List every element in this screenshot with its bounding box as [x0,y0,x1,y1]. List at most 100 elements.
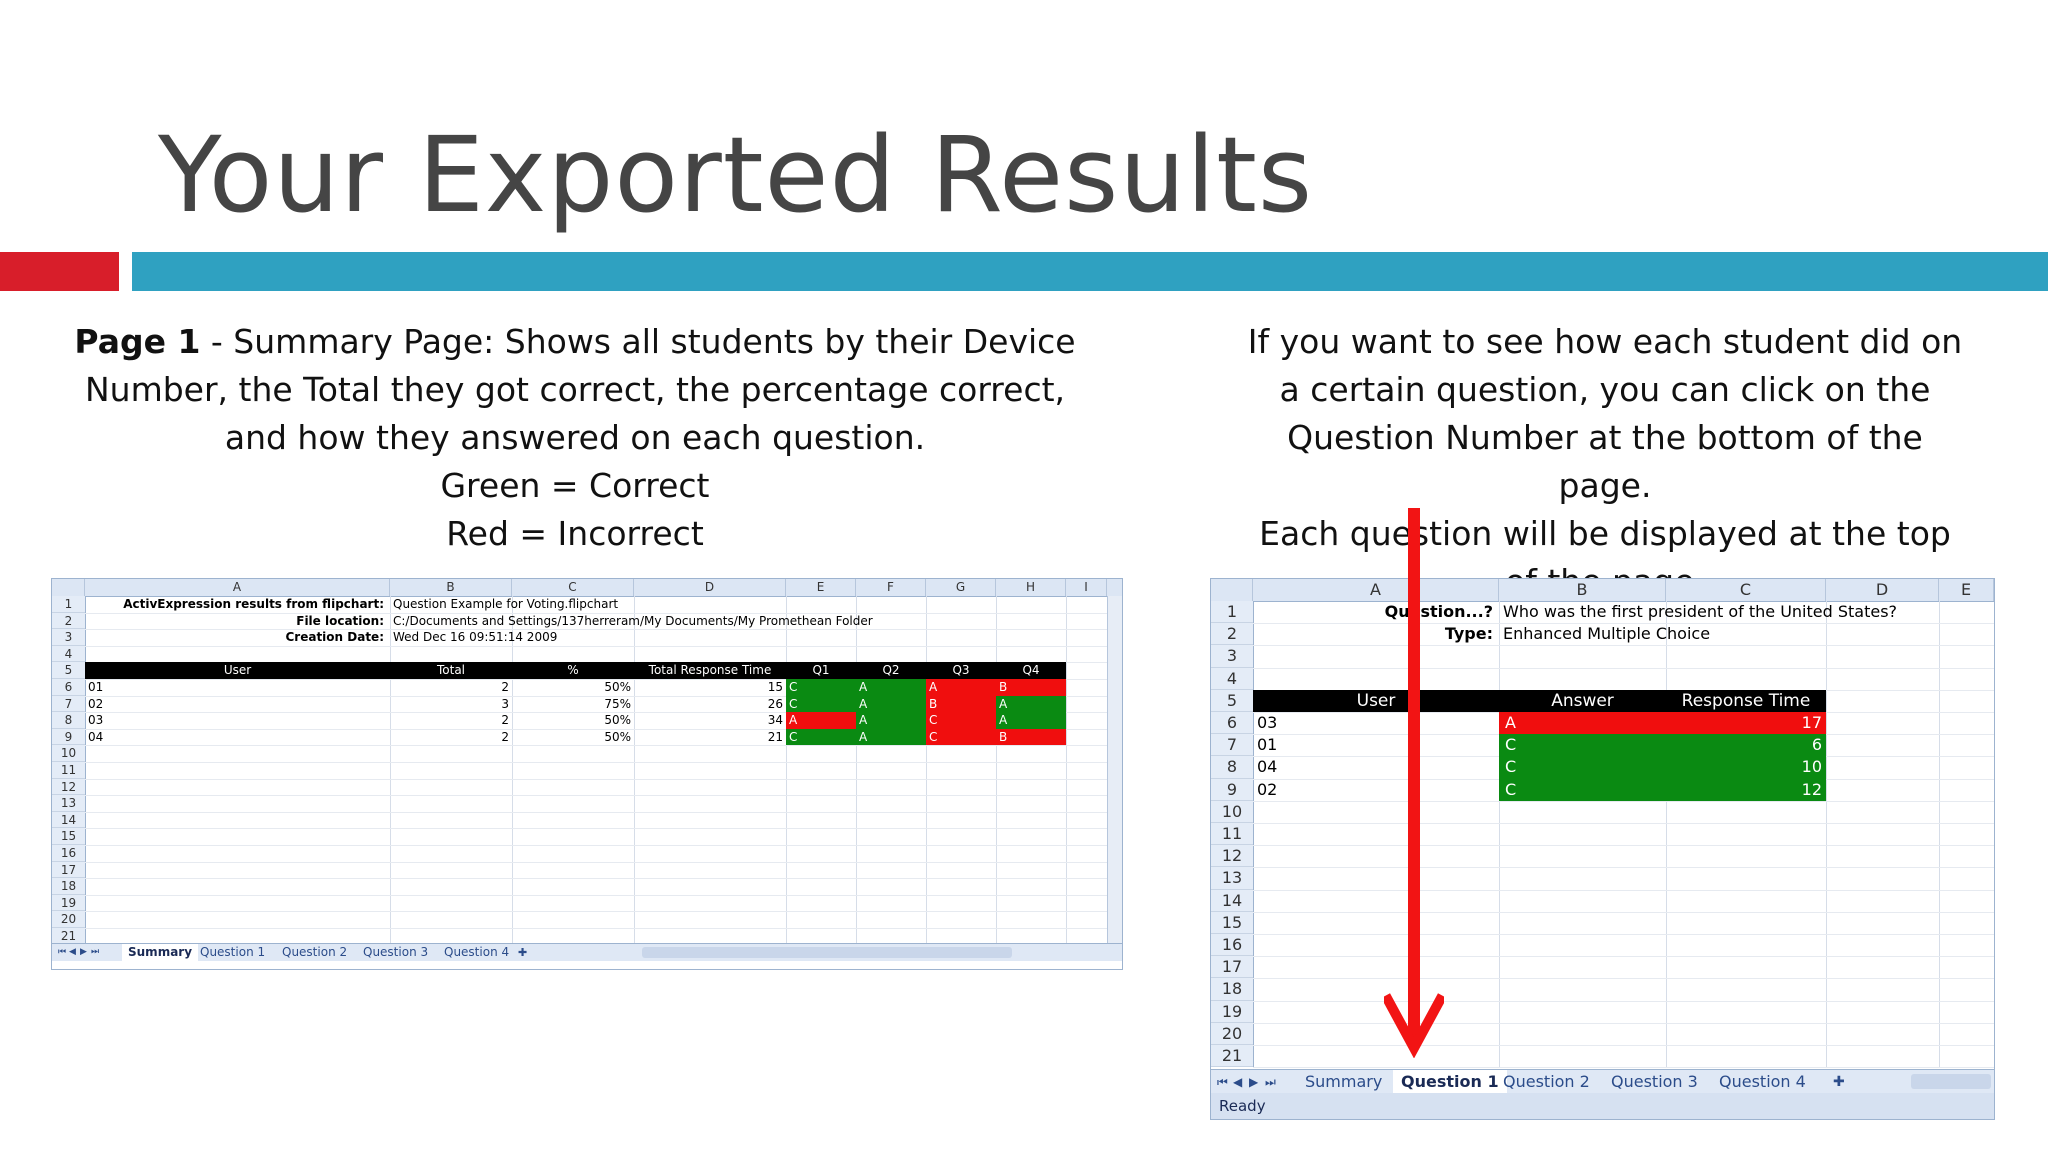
sheet-tab-question-3[interactable]: Question 3 [363,945,429,959]
column-header-b[interactable]: B [390,579,512,596]
value-cell[interactable]: 34 [767,713,783,728]
tab-nav-button-icon[interactable]: ⏭ [91,947,100,957]
value-cell[interactable]: 50% [604,729,631,744]
answer-cell[interactable]: A [856,679,926,696]
row-header-3[interactable]: 3 [52,629,85,646]
answer-cell[interactable]: B [996,679,1066,696]
column-header-e[interactable]: E [1939,579,1994,601]
row-header-5[interactable]: 5 [52,662,85,679]
value-cell[interactable]: 2 [501,713,509,728]
insert-sheet-icon[interactable]: ✚ [518,946,528,959]
response-time-cell[interactable]: 10 [1666,756,1826,779]
sheet-tab-question-1[interactable]: Question 1 [1393,1070,1507,1094]
answer-cell[interactable]: B [996,728,1066,746]
user-cell[interactable]: 04 [1257,757,1278,777]
answer-cell[interactable]: A [856,695,926,713]
row-header-16[interactable]: 16 [1211,934,1253,957]
row-header-16[interactable]: 16 [52,845,85,862]
row-header-7[interactable]: 7 [1211,734,1253,757]
column-header-d[interactable]: D [1826,579,1939,601]
value-cell[interactable]: 50% [604,713,631,728]
answer-cell[interactable]: A [926,679,996,696]
answer-cell[interactable]: C [926,728,996,746]
row-header-8[interactable]: 8 [1211,756,1253,779]
column-header-g[interactable]: G [926,579,996,596]
sheet-tab-summary[interactable]: Summary [1305,1072,1383,1091]
row-header-19[interactable]: 19 [1211,1001,1253,1023]
answer-cell[interactable]: C [1499,734,1666,757]
answer-cell[interactable]: C [786,695,856,713]
row-header-20[interactable]: 20 [1211,1023,1253,1045]
row-header-6[interactable]: 6 [52,679,85,696]
row-header-8[interactable]: 8 [52,712,85,729]
sheet-tab-question-1[interactable]: Question 1 [200,945,266,959]
column-header-i[interactable]: I [1066,579,1107,596]
tab-nav-button-icon[interactable]: ⏮ [58,947,67,957]
row-header-14[interactable]: 14 [52,812,85,829]
sheet-tab-question-4[interactable]: Question 4 [444,945,510,959]
column-header-b[interactable]: B [1499,579,1666,601]
column-header-c[interactable]: C [1666,579,1826,601]
answer-cell[interactable]: C [926,712,996,729]
user-cell[interactable]: 01 [88,680,104,694]
sheet-tab-question-4[interactable]: Question 4 [1719,1072,1806,1091]
answer-cell[interactable]: A [1499,712,1666,735]
row-header-17[interactable]: 17 [52,862,85,879]
column-header-a[interactable]: A [85,579,390,596]
row-header-14[interactable]: 14 [1211,890,1253,912]
row-header-13[interactable]: 13 [1211,867,1253,890]
row-header-1[interactable]: 1 [52,596,85,613]
row-header-10[interactable]: 10 [52,745,85,762]
response-time-cell[interactable]: 17 [1666,712,1826,735]
value-cell[interactable]: 26 [767,696,783,711]
user-cell[interactable]: 01 [1257,735,1278,755]
vertical-scrollbar[interactable] [1107,596,1122,943]
answer-cell[interactable]: C [786,728,856,746]
row-header-5[interactable]: 5 [1211,690,1253,712]
tab-nav-button-icon[interactable]: ▶ [1249,1075,1259,1089]
row-header-11[interactable]: 11 [1211,823,1253,846]
value-cell[interactable]: 21 [767,729,783,744]
row-header-6[interactable]: 6 [1211,712,1253,735]
response-time-cell[interactable]: 12 [1666,778,1826,801]
sheet-tab-question-2[interactable]: Question 2 [1503,1072,1590,1091]
answer-cell[interactable]: A [856,728,926,746]
value-cell[interactable]: 15 [767,680,783,694]
user-cell[interactable]: 02 [1257,779,1278,799]
select-all-corner[interactable] [1211,579,1253,601]
answer-cell[interactable]: A [996,695,1066,713]
row-header-19[interactable]: 19 [52,895,85,912]
select-all-corner[interactable] [52,579,85,596]
sheet-tab-summary[interactable]: Summary [122,944,199,961]
row-header-15[interactable]: 15 [52,828,85,845]
column-header-h[interactable]: H [996,579,1066,596]
row-header-4[interactable]: 4 [1211,668,1253,690]
response-time-cell[interactable]: 6 [1666,734,1826,757]
answer-cell[interactable]: C [786,679,856,696]
row-header-15[interactable]: 15 [1211,912,1253,934]
column-header-c[interactable]: C [512,579,634,596]
row-header-9[interactable]: 9 [52,729,85,746]
row-header-2[interactable]: 2 [52,613,85,630]
tab-nav-button-icon[interactable]: ▶ [80,947,87,957]
row-header-18[interactable]: 18 [1211,978,1253,1001]
sheet-tab-question-2[interactable]: Question 2 [282,945,348,959]
column-header-e[interactable]: E [786,579,856,596]
answer-cell[interactable]: C [1499,778,1666,801]
row-header-12[interactable]: 12 [52,779,85,796]
value-cell[interactable]: 50% [604,680,631,694]
row-header-3[interactable]: 3 [1211,645,1253,668]
row-header-12[interactable]: 12 [1211,845,1253,868]
row-header-18[interactable]: 18 [52,878,85,895]
row-header-21[interactable]: 21 [1211,1045,1253,1068]
tab-nav-button-icon[interactable]: ◀ [1233,1075,1243,1089]
row-header-4[interactable]: 4 [52,646,85,663]
row-header-20[interactable]: 20 [52,911,85,928]
insert-sheet-icon[interactable]: ✚ [1833,1074,1845,1090]
row-header-10[interactable]: 10 [1211,801,1253,823]
row-header-2[interactable]: 2 [1211,623,1253,646]
tab-nav-button-icon[interactable]: ⏮ [1217,1075,1228,1089]
value-cell[interactable]: 2 [501,729,509,744]
user-cell[interactable]: 04 [88,729,104,744]
answer-cell[interactable]: A [786,712,856,729]
